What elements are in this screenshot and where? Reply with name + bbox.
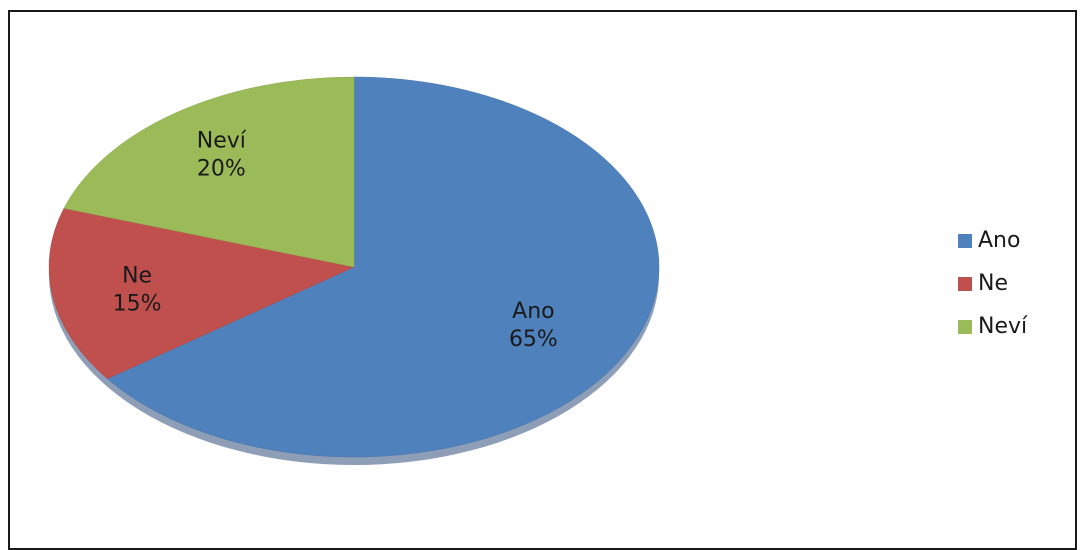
legend-label-ne: Ne (978, 271, 1008, 296)
legend: Ano Ne Neví (958, 219, 1078, 348)
legend-swatch-ne (958, 276, 972, 291)
legend-label-ano: Ano (978, 228, 1021, 253)
legend-item-nevi: Neví (958, 305, 1078, 348)
slice-value-label-nevi: 20% (197, 156, 246, 181)
legend-swatch-ano (958, 233, 972, 248)
slice-category-label-ne: Ne (122, 263, 152, 288)
legend-label-nevi: Neví (978, 314, 1028, 339)
slice-value-label-ano: 65% (509, 327, 558, 352)
pie-slices (48, 76, 660, 458)
legend-item-ne: Ne (958, 262, 1078, 305)
slice-value-label-ne: 15% (113, 291, 162, 316)
pie-labels: Ano 65% Ne 15% Neví 20% (113, 128, 558, 352)
pie-slice-ano (106, 76, 660, 458)
slice-category-label-ano: Ano (512, 299, 554, 324)
legend-item-ano: Ano (958, 219, 1078, 262)
pie-chart: Ano 65% Ne 15% Neví 20% (48, 76, 660, 465)
slice-category-label-nevi: Neví (197, 128, 247, 153)
legend-swatch-nevi (958, 319, 972, 334)
pie-slice-nevi (63, 76, 355, 268)
pie-slice-ne (48, 208, 355, 379)
